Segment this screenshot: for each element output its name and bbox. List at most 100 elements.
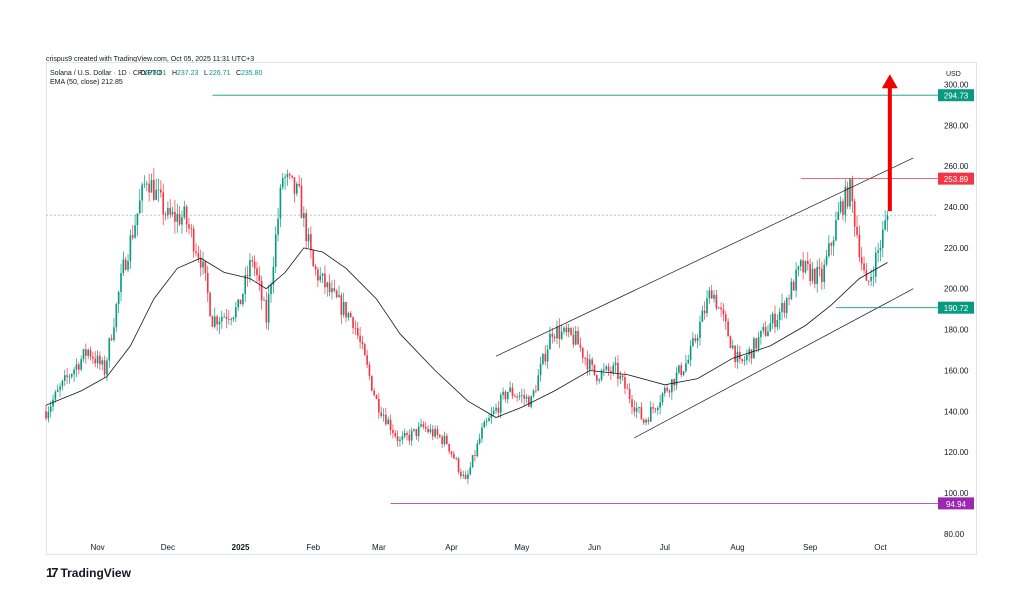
candle-body xyxy=(141,184,143,201)
candle-body xyxy=(769,323,772,332)
candle-body xyxy=(724,314,727,322)
candle-body xyxy=(438,434,441,437)
candle-body xyxy=(563,327,565,332)
tradingview-logo: 17 TradingView xyxy=(46,565,131,580)
candle-body xyxy=(324,273,326,288)
y-tick-label: 260.00 xyxy=(944,162,969,171)
candle-body xyxy=(284,176,286,179)
candle-body xyxy=(607,366,610,372)
ohlc-key-c: C xyxy=(236,70,241,77)
candle-body xyxy=(610,371,612,373)
candle-body xyxy=(396,436,399,442)
candle-body xyxy=(490,414,493,418)
candle-body xyxy=(312,250,315,267)
candle-body xyxy=(47,411,50,419)
candle-body xyxy=(638,407,640,409)
candle-body xyxy=(389,419,392,431)
candle-body xyxy=(162,192,165,215)
candle-body xyxy=(694,338,697,341)
candle-body xyxy=(155,189,157,200)
candle-body xyxy=(54,391,57,400)
x-tick-label: Nov xyxy=(90,543,104,552)
candle-body xyxy=(856,226,858,235)
candle-body xyxy=(481,427,483,439)
candle-body xyxy=(232,317,235,320)
candle-body xyxy=(528,396,530,407)
candle-body xyxy=(345,301,347,318)
candle-body xyxy=(85,349,87,356)
y-tick-label: 140.00 xyxy=(944,407,969,416)
candle-body xyxy=(671,379,673,393)
candle-body xyxy=(441,436,443,445)
candle-body xyxy=(802,260,804,273)
candle-body xyxy=(52,399,54,407)
candle-body xyxy=(242,293,244,305)
candle-body xyxy=(110,338,113,340)
candle-body xyxy=(741,359,743,362)
candle-body xyxy=(256,268,258,276)
candle-body xyxy=(138,200,141,214)
candle-body xyxy=(333,288,336,291)
candle-body xyxy=(828,243,830,257)
candle-body xyxy=(335,290,338,298)
candle-body xyxy=(467,474,469,479)
y-tick-label: 80.00 xyxy=(944,530,965,539)
x-tick-label: Mar xyxy=(372,543,386,552)
candle-body xyxy=(858,234,861,258)
candle-body xyxy=(572,334,575,345)
candle-body xyxy=(235,307,237,318)
x-tick-label: Jun xyxy=(588,543,601,552)
y-tick-label: 240.00 xyxy=(944,203,969,212)
candle-body xyxy=(865,270,868,281)
candle-body xyxy=(511,387,514,396)
candle-body xyxy=(596,375,598,381)
candle-body xyxy=(89,349,92,357)
candle-body xyxy=(631,399,633,408)
candle-body xyxy=(286,173,289,177)
candle-body xyxy=(832,240,835,246)
candle-body xyxy=(160,189,162,193)
candle-body xyxy=(363,344,366,356)
candle-body xyxy=(626,388,629,390)
candle-body xyxy=(621,375,624,378)
candle-body xyxy=(446,435,448,444)
candle-body xyxy=(49,406,52,412)
candle-body xyxy=(92,356,94,359)
candle-body xyxy=(204,261,207,274)
candle-body xyxy=(267,294,270,323)
candle-body xyxy=(300,185,303,219)
candle-body xyxy=(410,430,413,441)
candle-body xyxy=(530,396,533,407)
ohlc-key-h: H xyxy=(172,70,177,77)
candle-body xyxy=(108,338,111,361)
y-tick-label: 120.00 xyxy=(944,448,969,457)
candle-body xyxy=(450,451,453,454)
candle-body xyxy=(797,266,800,270)
candle-body xyxy=(82,349,85,360)
ohlc-value-o: 228.01 xyxy=(145,70,167,77)
chart-frame xyxy=(46,62,977,555)
candle-body xyxy=(106,360,108,375)
candle-body xyxy=(872,276,875,278)
candle-body xyxy=(689,345,692,360)
candle-body xyxy=(825,256,828,265)
currency-label: USD xyxy=(946,71,961,78)
candle-body xyxy=(145,183,148,185)
candle-body xyxy=(188,224,190,229)
candle-body xyxy=(642,419,645,423)
candle-body xyxy=(720,307,722,310)
candle-body xyxy=(429,429,432,433)
candle-body xyxy=(558,326,561,339)
candle-body xyxy=(178,214,181,225)
candle-body xyxy=(251,260,254,262)
candle-body xyxy=(148,183,150,193)
candle-body xyxy=(56,389,59,392)
candle-body xyxy=(483,421,486,428)
candle-body xyxy=(75,364,78,370)
candle-body xyxy=(457,458,460,472)
candle-body xyxy=(73,369,75,375)
candle-body xyxy=(122,259,125,274)
candle-body xyxy=(143,183,146,185)
candle-body xyxy=(223,316,225,318)
